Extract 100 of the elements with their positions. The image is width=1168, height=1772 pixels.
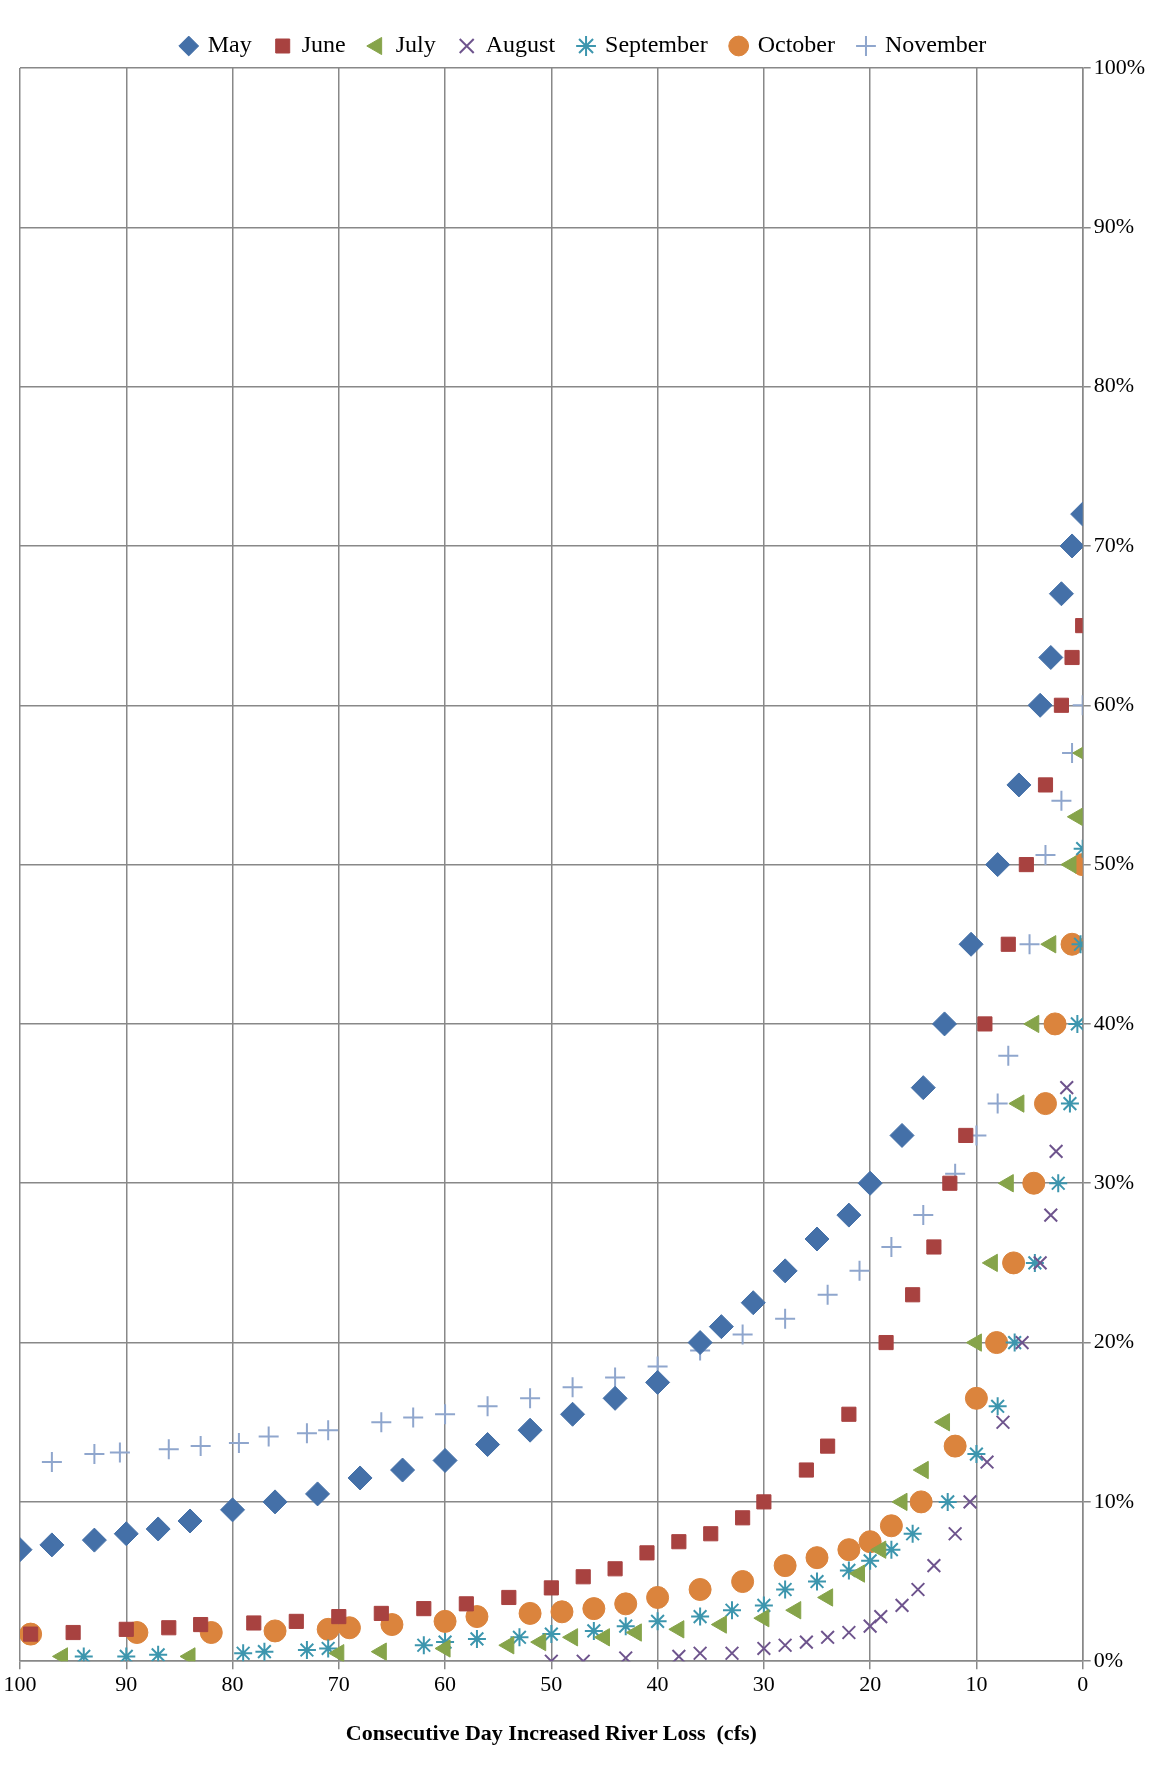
y-tick-label: 30% (1093, 1169, 1134, 1195)
point (1034, 844, 1057, 867)
point (550, 1600, 574, 1624)
point (1000, 936, 1016, 952)
point (501, 1589, 517, 1606)
point (731, 1323, 754, 1346)
point (816, 1283, 839, 1306)
point (288, 1613, 304, 1629)
legend-label: June (301, 31, 346, 58)
point (575, 1569, 591, 1585)
point (646, 1585, 670, 1609)
legend-label: October (757, 31, 835, 58)
point (807, 1571, 828, 1592)
point (910, 1075, 936, 1101)
point (878, 1334, 894, 1351)
point (799, 1634, 814, 1650)
y-tick-label: 100% (1093, 53, 1145, 79)
point (1059, 1093, 1080, 1114)
point (614, 1592, 638, 1616)
point (740, 1290, 766, 1316)
point (373, 1605, 389, 1621)
point (1064, 649, 1080, 666)
point (926, 1558, 942, 1573)
point (295, 1422, 318, 1445)
point (1050, 789, 1073, 812)
point (83, 1443, 106, 1466)
point (937, 1491, 958, 1512)
point (671, 1649, 687, 1662)
point (837, 1538, 861, 1562)
point (692, 1645, 708, 1661)
point (347, 1465, 373, 1491)
point (848, 1259, 871, 1282)
point (1059, 1080, 1075, 1096)
point (735, 1510, 751, 1526)
point (113, 1521, 139, 1547)
y-tick-label: 80% (1093, 372, 1134, 398)
point (254, 1641, 275, 1662)
point (1032, 1255, 1048, 1271)
legend-label: August (485, 31, 556, 58)
point (1033, 1092, 1057, 1116)
point (296, 1640, 317, 1661)
x-tick-label: 10 (965, 1671, 988, 1697)
point (943, 1434, 967, 1458)
point (177, 1508, 203, 1534)
point (647, 1611, 668, 1632)
x-tick-label: 50 (540, 1671, 563, 1697)
point (962, 1494, 978, 1510)
point (380, 1613, 404, 1637)
point (434, 1403, 457, 1426)
legend-label: November (884, 31, 987, 58)
point (756, 1641, 772, 1656)
legend-label: September (605, 31, 708, 58)
point (849, 1564, 866, 1583)
point (262, 1489, 288, 1515)
point (777, 1637, 793, 1653)
point (775, 1579, 796, 1600)
point (475, 1432, 501, 1458)
point (416, 1601, 432, 1617)
point (233, 1643, 254, 1662)
point (977, 1016, 993, 1032)
y-tick-label: 50% (1093, 850, 1134, 876)
point (543, 1580, 559, 1596)
y-tick-label: 40% (1093, 1009, 1134, 1035)
point (518, 1601, 542, 1625)
point (688, 1578, 712, 1602)
point (932, 1011, 958, 1037)
point (756, 1494, 772, 1510)
point (1048, 1144, 1064, 1159)
point (724, 1645, 740, 1661)
y-tick-label: 60% (1093, 691, 1134, 717)
point (189, 1435, 212, 1458)
point (432, 1447, 458, 1473)
point (889, 1122, 915, 1148)
point (912, 1204, 935, 1227)
point (466, 1628, 487, 1649)
x-tick-label: 60 (434, 1671, 457, 1697)
point (841, 1406, 857, 1422)
point (880, 1235, 903, 1258)
point (985, 852, 1011, 878)
point (465, 1605, 489, 1629)
point (246, 1615, 262, 1631)
point (860, 1550, 881, 1571)
point (1027, 692, 1053, 718)
point (1048, 581, 1074, 607)
point (639, 1545, 655, 1561)
point (836, 1202, 862, 1228)
point (997, 1044, 1020, 1067)
x-axis-title: Consecutive Day Increased River Loss (cfs) (345, 1720, 757, 1746)
point (1043, 1012, 1067, 1036)
point (602, 1385, 628, 1411)
point (607, 1561, 623, 1577)
point (964, 1386, 988, 1410)
point (560, 1401, 586, 1427)
point (841, 1625, 857, 1640)
point (857, 1170, 883, 1196)
point (582, 1597, 606, 1621)
point (910, 1582, 926, 1597)
point (145, 1516, 171, 1542)
point (615, 1616, 636, 1637)
point (798, 1462, 814, 1478)
